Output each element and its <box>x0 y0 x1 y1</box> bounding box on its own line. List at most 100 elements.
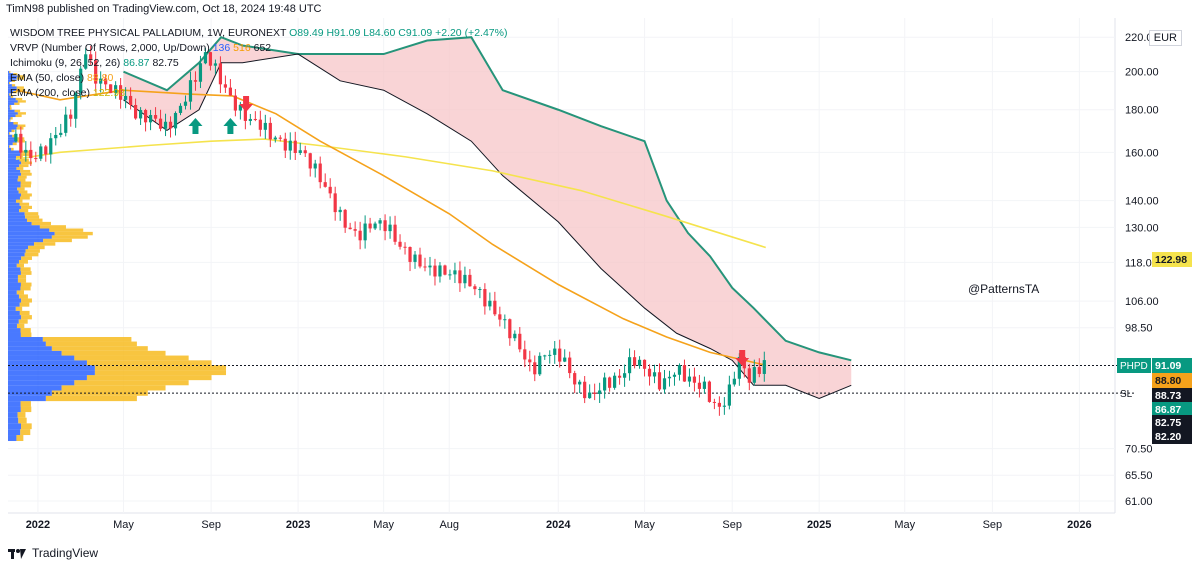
vrvp-bar-down <box>20 401 31 407</box>
vrvp-bar-up <box>8 341 46 347</box>
candle-body <box>268 122 272 140</box>
vrvp-bar-down <box>17 278 27 283</box>
candle-body <box>473 286 477 290</box>
vrvp-bar-up <box>8 134 13 138</box>
vrvp-bar-down <box>21 193 32 197</box>
vrvp-bar-up <box>8 187 18 191</box>
candle-body <box>483 289 487 307</box>
currency-selector[interactable]: EUR <box>1148 30 1182 46</box>
vrvp-bar-down <box>42 337 132 342</box>
candle-body <box>143 110 148 123</box>
vrvp-bar-up <box>8 298 22 303</box>
vrvp-bar-up <box>8 132 10 135</box>
y-tick-label: 160.00 <box>1125 147 1159 159</box>
candle-body <box>163 121 168 129</box>
candle-body <box>278 137 282 139</box>
vrvp-bar-down <box>11 84 16 87</box>
y-tick-label: 118.00 <box>1125 257 1158 269</box>
vrvp-bar-up <box>8 375 87 381</box>
vrvp-bar-down <box>94 365 227 371</box>
candle-body <box>348 227 352 230</box>
candle-body <box>533 362 537 375</box>
candle-body <box>627 357 632 374</box>
vrvp-bar-up <box>8 302 20 307</box>
vrvp-bar-down <box>9 93 11 96</box>
indicator-ichimoku[interactable]: Ichimoku (9, 26, 52, 26) 86.87 82.75 <box>10 56 507 71</box>
candle-body <box>313 163 317 169</box>
candle-body <box>208 52 213 66</box>
candle-body <box>423 266 427 268</box>
candle-body <box>528 359 532 363</box>
tradingview-footer[interactable]: TradingView <box>8 546 98 560</box>
vrvp-bar-up <box>8 271 21 275</box>
vrvp-bar-up <box>8 184 21 188</box>
vrvp-bar-up <box>8 155 17 159</box>
vrvp-bar-down <box>19 164 29 168</box>
vrvp-bar-up <box>8 274 18 279</box>
candle-body <box>593 392 597 394</box>
candle-body <box>752 367 756 383</box>
ohlc-high: H91.09 <box>326 27 361 39</box>
y-tick-label: 61.00 <box>1125 496 1153 508</box>
vrvp-bar-down <box>43 238 72 243</box>
vrvp-bar-up <box>8 401 21 407</box>
vrvp-bar-up <box>8 350 62 356</box>
candle-body <box>727 384 731 406</box>
candle-body <box>508 319 512 339</box>
vrvp-bar-up <box>8 142 13 146</box>
candle-body <box>328 186 332 194</box>
vrvp-bar-up <box>8 218 27 222</box>
vrvp-bar-up <box>8 199 16 203</box>
vrvp-bar-up <box>8 282 21 287</box>
time-axis[interactable]: 2022 May Sep 2023 May Aug 2024 May Sep 2025 May Sep… <box>26 519 1092 531</box>
x-tick-label: 2025 <box>807 519 831 531</box>
candle-body <box>363 223 367 241</box>
candle-body <box>583 381 587 399</box>
vrvp-bar-down <box>21 172 32 176</box>
candle-body <box>697 382 702 389</box>
vrvp-bar-down <box>9 145 11 148</box>
candle-body <box>677 365 682 375</box>
vrvp-bar-down <box>16 77 24 80</box>
y-tick-label: 65.50 <box>1125 470 1153 482</box>
vrvp-bar-up <box>8 370 95 376</box>
candle-body <box>732 378 736 385</box>
vrvp-bar-down <box>9 104 12 108</box>
vrvp-bar-down <box>16 155 23 159</box>
span-b-line <box>123 53 852 399</box>
candle-body <box>368 223 372 229</box>
vrvp-bar-up <box>8 97 16 101</box>
candle-body <box>662 378 667 390</box>
candle-body <box>523 349 527 360</box>
x-tick-label: 2024 <box>546 519 571 531</box>
candle-body <box>114 85 118 94</box>
candle-body <box>333 193 337 213</box>
candle-body <box>538 355 542 375</box>
vrvp-bar-down <box>11 129 15 133</box>
volume-profile <box>8 70 227 442</box>
candle-body <box>283 138 287 151</box>
candle-body <box>323 182 327 187</box>
indicator-value: 652 <box>253 42 272 54</box>
candle-body <box>717 402 721 407</box>
vrvp-bar-up <box>8 395 46 402</box>
x-tick-label: May <box>373 519 394 531</box>
cloud-fill <box>123 37 852 399</box>
vrvp-bar-up <box>8 423 22 430</box>
candle-body <box>203 52 208 64</box>
y-tick-label: 200.00 <box>1125 67 1159 79</box>
candle-body <box>588 392 592 399</box>
vrvp-bar-down <box>12 142 17 146</box>
candle-body <box>762 360 766 374</box>
candle-body <box>518 333 522 350</box>
indicator-vrvp[interactable]: VRVP (Number Of Rows, 2,000, Up/Down) 13… <box>10 41 507 56</box>
vrvp-bar-up <box>8 294 19 299</box>
vrvp-bar-down <box>17 112 26 115</box>
indicator-ema200[interactable]: EMA (200, close) 122.98 <box>10 86 507 101</box>
indicator-ema50[interactable]: EMA (50, close) 88.80 <box>10 71 507 86</box>
candle-body <box>223 84 228 88</box>
vrvp-bar-down <box>19 310 30 316</box>
vrvp-bar-up <box>8 112 18 115</box>
price-tag <box>1152 373 1192 388</box>
